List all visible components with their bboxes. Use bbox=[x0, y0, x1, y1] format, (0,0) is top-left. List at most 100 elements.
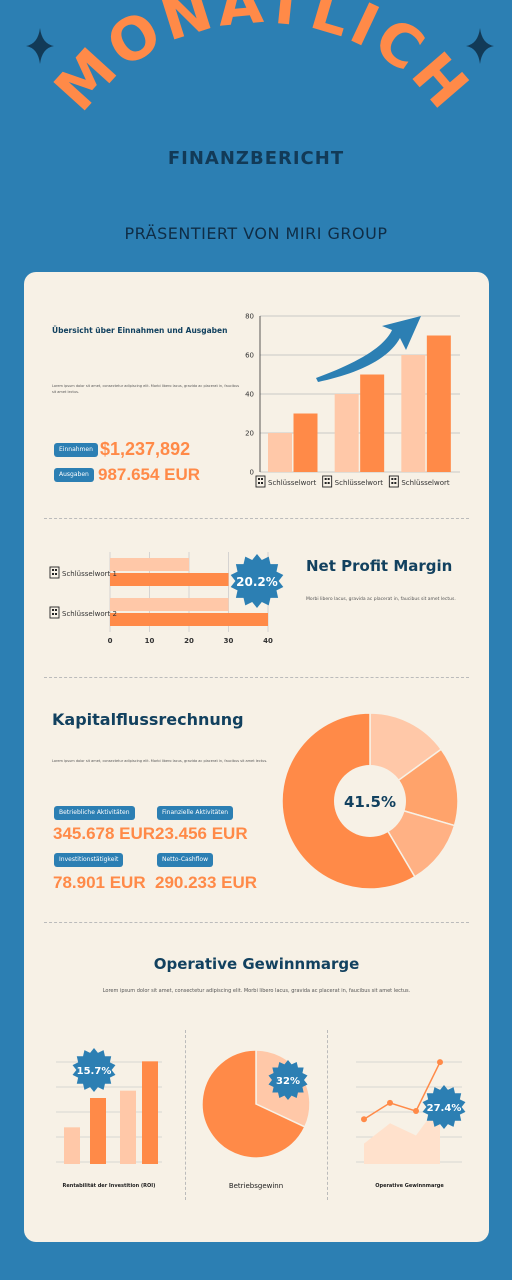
building-icon-window bbox=[327, 478, 330, 480]
area-series bbox=[364, 1102, 440, 1164]
y-tick-label: 60 bbox=[245, 352, 254, 360]
building-icon-window bbox=[327, 482, 330, 484]
line-point bbox=[437, 1059, 443, 1066]
building-icon bbox=[49, 606, 60, 619]
building-icon-window bbox=[55, 573, 57, 575]
operating-title: Operative Gewinnmarge bbox=[153, 955, 360, 973]
svg-text:MONATLICH: MONATLICH bbox=[41, 0, 484, 124]
bar bbox=[110, 598, 229, 611]
operating-margin-badge-text: 27.4% bbox=[427, 1103, 462, 1114]
bar bbox=[268, 433, 292, 472]
roi-badge-text: 15.7% bbox=[77, 1066, 112, 1077]
income-pill: Einnahmen bbox=[54, 443, 98, 457]
x-tick-label: 20 bbox=[184, 637, 194, 645]
cashflow-item-value-2: 78.901 EUR bbox=[53, 873, 146, 892]
building-icon-window bbox=[55, 569, 57, 571]
bar bbox=[334, 394, 359, 472]
building-icon-window bbox=[391, 482, 394, 484]
building-icon-window bbox=[324, 482, 327, 484]
bar bbox=[142, 1061, 158, 1164]
line-point bbox=[387, 1099, 393, 1106]
y-tick-label: 20 bbox=[245, 430, 254, 438]
bar bbox=[64, 1127, 80, 1164]
cashflow-item-label-0: Betriebliche Aktivitäten bbox=[54, 806, 135, 820]
bar bbox=[360, 374, 385, 472]
x-tick-label: 0 bbox=[108, 637, 113, 645]
roi-bar-chart bbox=[56, 1061, 162, 1164]
building-icon bbox=[255, 475, 266, 488]
building-icon-window bbox=[52, 609, 54, 611]
operating-profit-badge-text: 32% bbox=[276, 1076, 300, 1087]
operating-margin-line-chart bbox=[356, 1059, 462, 1164]
x-tick-label: 40 bbox=[263, 637, 273, 645]
bar bbox=[90, 1098, 106, 1164]
x-tick-label: 10 bbox=[145, 637, 155, 645]
operating-margin-caption: Operative Gewinnmarge bbox=[375, 1183, 444, 1189]
cashflow-item-label-3: Netto-Cashflow bbox=[157, 853, 213, 867]
section-divider bbox=[44, 922, 469, 923]
income-value: $1,237,892 bbox=[100, 439, 191, 459]
building-icon-window bbox=[52, 613, 54, 615]
roi-badge: 15.7% bbox=[72, 1048, 116, 1092]
building-icon-window bbox=[394, 482, 397, 484]
building-icon-window bbox=[324, 478, 327, 480]
operating-text: Lorem ipsum dolor sit amet, consectetur … bbox=[102, 988, 411, 994]
building-icon-window bbox=[55, 613, 57, 615]
operating-profit-caption: Betriebsgewinn bbox=[228, 1182, 284, 1190]
building-icon-window bbox=[258, 478, 260, 480]
building-icon-window bbox=[261, 482, 263, 484]
presenter-line: PRÄSENTIERT VON MIRI GROUP bbox=[124, 224, 388, 243]
x-category-label: Schlüsselwort bbox=[335, 479, 384, 487]
donut-hole bbox=[334, 765, 406, 837]
section-divider bbox=[44, 677, 469, 678]
column-divider bbox=[185, 1030, 186, 1200]
building-icon-window bbox=[394, 478, 397, 480]
y-category-label: Schlüsselwort 1 bbox=[62, 570, 117, 578]
column-divider bbox=[327, 1030, 328, 1200]
building-icon bbox=[49, 566, 60, 579]
cashflow-item-value-0: 345.678 EUR bbox=[53, 824, 156, 843]
net-profit-badge: 20.2% bbox=[230, 554, 284, 608]
x-category-label: Schlüsselwort bbox=[401, 479, 450, 487]
building-icon-window bbox=[391, 478, 394, 480]
hero-title-arc: MONATLICH bbox=[41, 0, 484, 124]
donut-center-label: 41.5% bbox=[344, 793, 396, 811]
building-icon-window bbox=[261, 478, 263, 480]
building-icon-window bbox=[258, 482, 260, 484]
line-point bbox=[413, 1108, 419, 1115]
pie-slice bbox=[201, 1049, 306, 1159]
roi-caption: Rentabilität der Investition (ROI) bbox=[62, 1183, 156, 1189]
net-profit-title: Net Profit Margin bbox=[306, 557, 453, 575]
cashflow-title: Kapitalflussrechnung bbox=[52, 710, 244, 729]
cashflow-body-text: Lorem ipsum dolor sit amet, consectetur … bbox=[52, 759, 268, 763]
y-tick-label: 0 bbox=[250, 469, 254, 477]
line-point bbox=[361, 1116, 367, 1123]
building-icon-window bbox=[55, 609, 57, 611]
y-category-label: Schlüsselwort 2 bbox=[62, 610, 117, 618]
bar bbox=[120, 1090, 136, 1164]
x-category-label: Schlüsselwort bbox=[268, 479, 317, 487]
expense-value: 987.654 EUR bbox=[98, 465, 201, 484]
report-subtitle: FINANZBERICHT bbox=[167, 148, 345, 169]
bar bbox=[110, 558, 189, 571]
expense-pill: Ausgaben bbox=[54, 468, 94, 482]
cashflow-item-label-2: Investitionstätigkeit bbox=[54, 853, 124, 867]
operating-margin-badge: 27.4% bbox=[422, 1085, 466, 1129]
cashflow-item-label-1: Finanzielle Aktivitäten bbox=[157, 806, 234, 820]
page-title: MONATLICH bbox=[41, 0, 480, 124]
building-icon-window bbox=[52, 573, 54, 575]
income-expense-bar-chart: 0 20 40 60 80 Schlüsselwort Schlüsselwort Schlü… bbox=[245, 313, 460, 488]
section-divider bbox=[44, 518, 469, 519]
building-icon bbox=[388, 475, 399, 488]
cashflow-donut-chart: 41.5% bbox=[281, 712, 459, 890]
building-icon-window bbox=[52, 569, 54, 571]
y-tick-label: 80 bbox=[245, 313, 254, 321]
bar bbox=[426, 335, 451, 472]
building-icon bbox=[322, 475, 333, 488]
report-card: Übersicht über Einnahmen und Ausgaben Lo… bbox=[24, 272, 489, 1242]
bar bbox=[110, 613, 268, 626]
sparkle-star-icon bbox=[26, 28, 54, 64]
bar bbox=[293, 413, 318, 472]
net-profit-text: Morbi libero lacus, gravida ac placerat … bbox=[306, 597, 456, 602]
net-profit-badge-text: 20.2% bbox=[236, 575, 278, 589]
